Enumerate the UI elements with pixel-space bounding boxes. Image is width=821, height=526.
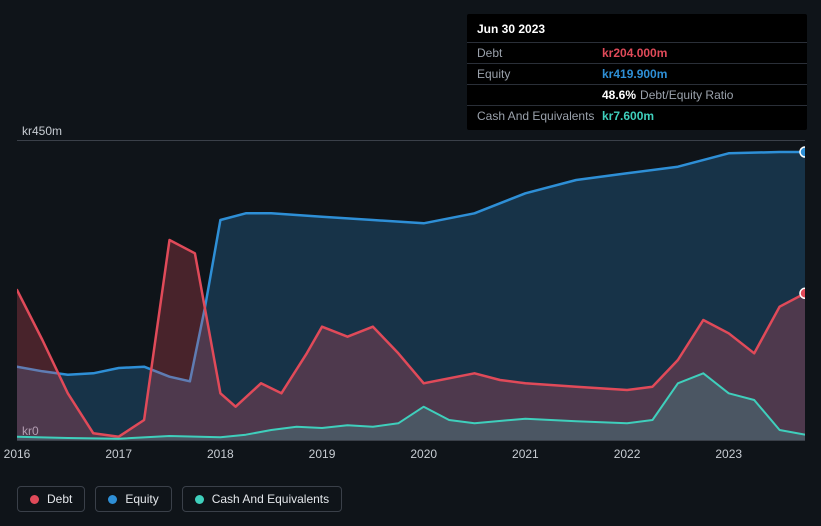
dot-icon <box>108 495 117 504</box>
xaxis-tick: 2022 <box>614 447 641 461</box>
tooltip-debt-value: kr204.000m <box>602 46 667 60</box>
legend-item-cash[interactable]: Cash And Equivalents <box>182 486 342 512</box>
legend-label-cash: Cash And Equivalents <box>212 492 329 506</box>
dot-icon <box>195 495 204 504</box>
legend-item-debt[interactable]: Debt <box>17 486 85 512</box>
tooltip-equity-label: Equity <box>477 67 602 81</box>
tooltip-date: Jun 30 2023 <box>467 18 807 42</box>
tooltip-ratio-text: Debt/Equity Ratio <box>640 88 733 102</box>
tooltip-ratio-pct: 48.6% <box>602 88 636 102</box>
xaxis-tick: 2020 <box>410 447 437 461</box>
tooltip-debt-label: Debt <box>477 46 602 60</box>
legend-item-equity[interactable]: Equity <box>95 486 171 512</box>
tooltip-row-debt: Debt kr204.000m <box>467 42 807 63</box>
tooltip-row-cash: Cash And Equivalents kr7.600m <box>467 105 807 126</box>
xaxis: 20162017201820192020202120222023 <box>17 440 805 460</box>
tooltip-ratio-value: 48.6% Debt/Equity Ratio <box>602 88 733 102</box>
legend-label-equity: Equity <box>125 492 158 506</box>
xaxis-tick: 2023 <box>715 447 742 461</box>
chart-svg <box>17 140 805 440</box>
xaxis-tick: 2016 <box>4 447 31 461</box>
chart-container: Jun 30 2023 Debt kr204.000m Equity kr419… <box>0 0 821 526</box>
yaxis-label-max: kr450m <box>22 124 62 138</box>
xaxis-tick: 2018 <box>207 447 234 461</box>
xaxis-tick: 2017 <box>105 447 132 461</box>
chart-plot-area[interactable] <box>17 140 805 440</box>
legend-label-debt: Debt <box>47 492 72 506</box>
tooltip-cash-label: Cash And Equivalents <box>477 109 602 123</box>
tooltip-equity-value: kr419.900m <box>602 67 667 81</box>
xaxis-tick: 2021 <box>512 447 539 461</box>
tooltip-row-equity: Equity kr419.900m <box>467 63 807 84</box>
dot-icon <box>30 495 39 504</box>
hover-tooltip: Jun 30 2023 Debt kr204.000m Equity kr419… <box>467 14 807 130</box>
tooltip-row-ratio: 48.6% Debt/Equity Ratio <box>467 84 807 105</box>
tooltip-cash-value: kr7.600m <box>602 109 654 123</box>
tooltip-ratio-label-empty <box>477 88 602 102</box>
xaxis-tick: 2019 <box>309 447 336 461</box>
legend: Debt Equity Cash And Equivalents <box>17 486 342 512</box>
